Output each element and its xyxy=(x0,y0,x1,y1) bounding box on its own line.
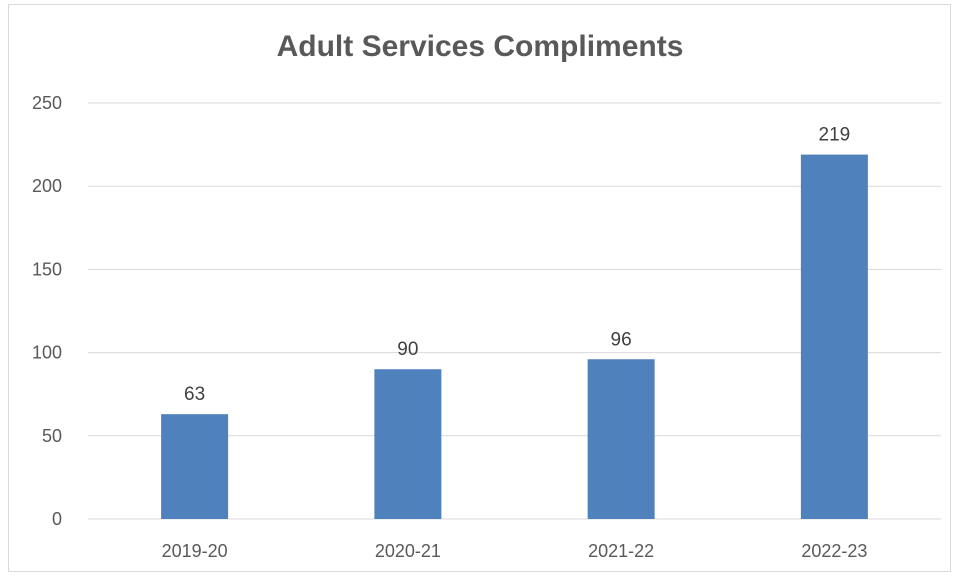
bar-2020-21 xyxy=(374,369,442,519)
data-label: 90 xyxy=(397,339,418,360)
data-labels: 63 90 96 219 xyxy=(184,125,850,406)
x-tick-label: 2022-23 xyxy=(801,541,867,561)
data-label: 63 xyxy=(184,384,205,405)
gridlines xyxy=(88,102,941,520)
x-tick-label: 2021-22 xyxy=(588,541,654,561)
bar-2022-23 xyxy=(800,154,868,520)
bar-2021-22 xyxy=(587,359,655,519)
bars xyxy=(161,154,868,520)
y-tick-label: 0 xyxy=(52,509,62,529)
x-tick-label: 2020-21 xyxy=(375,541,441,561)
x-tick-label: 2019-20 xyxy=(162,541,228,561)
x-axis: 2019-20 2020-21 2021-22 2022-23 xyxy=(162,541,868,561)
y-tick-label: 200 xyxy=(32,176,62,196)
data-label: 96 xyxy=(611,329,632,350)
y-tick-label: 250 xyxy=(32,93,62,113)
chart-title: Adult Services Compliments xyxy=(276,30,684,63)
y-tick-label: 150 xyxy=(32,259,62,279)
y-tick-label: 100 xyxy=(32,343,62,363)
data-label: 219 xyxy=(819,125,851,146)
bar-2019-20 xyxy=(161,414,229,519)
y-tick-label: 50 xyxy=(42,426,62,446)
y-axis: 0 50 100 150 200 250 xyxy=(32,93,62,529)
